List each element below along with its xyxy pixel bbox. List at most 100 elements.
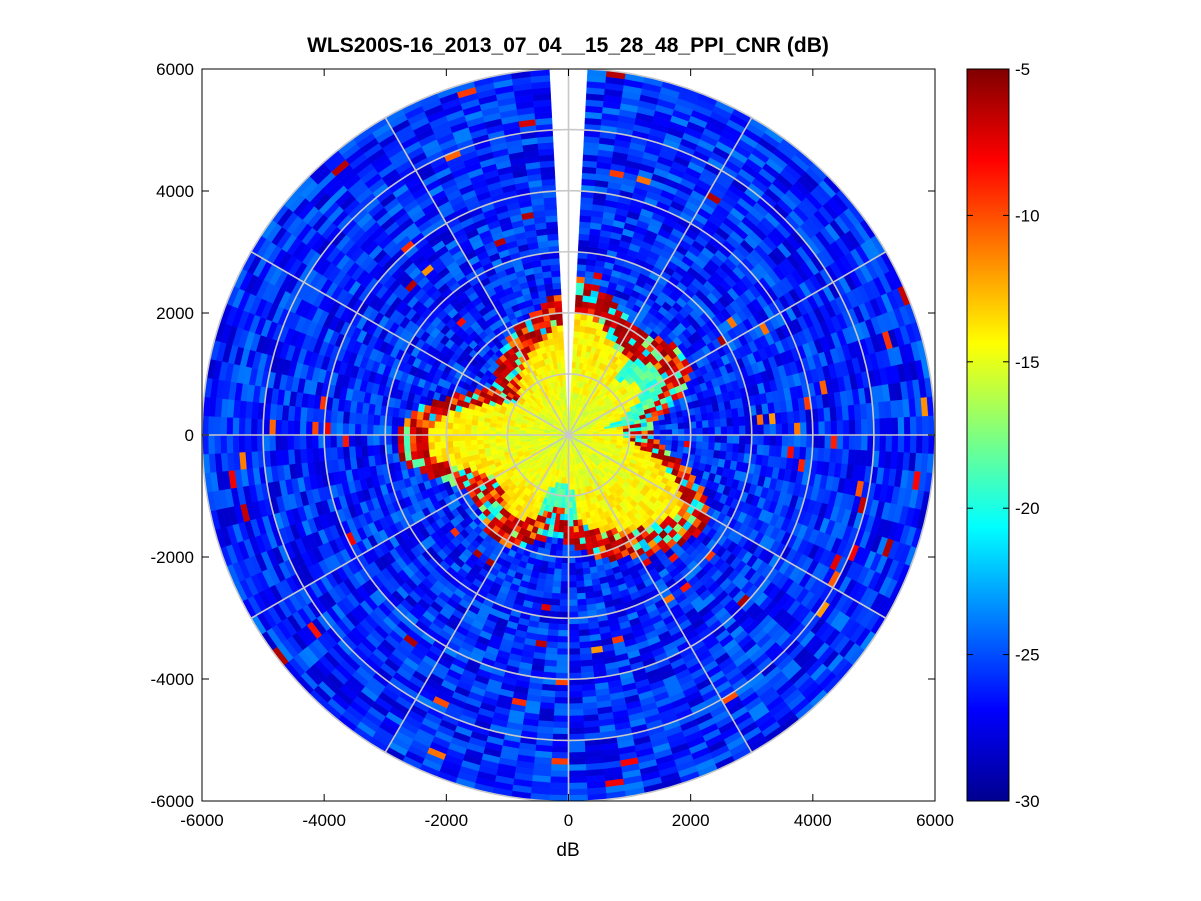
- radar-cell: [581, 561, 590, 569]
- radar-cell: [830, 420, 838, 436]
- radar-cells: [202, 69, 935, 801]
- radar-cell: [554, 697, 569, 704]
- radar-cell: [861, 419, 869, 436]
- radar-cell: [696, 427, 704, 436]
- radar-cell: [562, 532, 569, 540]
- radar-cell: [684, 428, 691, 436]
- radar-cell: [678, 428, 685, 436]
- radar-cell: [922, 415, 930, 436]
- radar-cell: [830, 434, 838, 450]
- radar-cell: [707, 411, 715, 421]
- radar-cell: [799, 409, 807, 424]
- radar-cell: [575, 580, 585, 588]
- radar-cell: [653, 425, 661, 431]
- radar-cell: [720, 442, 728, 452]
- radar-cell: [578, 531, 585, 539]
- radar-cell: [546, 635, 559, 643]
- radar-cell: [560, 581, 569, 588]
- radar-cell: [573, 337, 579, 345]
- radar-cell: [552, 580, 562, 588]
- radar-cell: [556, 538, 564, 546]
- radar-cell: [786, 446, 795, 459]
- radar-cell: [701, 441, 710, 450]
- radar-cell: [579, 209, 593, 217]
- chart-title: WLS200S-16_2013_07_04__15_28_48_PPI_CNR …: [307, 34, 829, 57]
- radar-cell: [702, 434, 710, 443]
- radar-cell: [549, 782, 569, 790]
- radar-cell: [676, 416, 685, 424]
- radar-cell: [762, 413, 771, 425]
- plot-area: [202, 69, 935, 801]
- radar-cell: [550, 598, 561, 607]
- radar-cell: [572, 507, 578, 515]
- radar-cell: [658, 419, 666, 426]
- radar-cell: [573, 531, 580, 539]
- radar-cell: [551, 592, 561, 600]
- radar-cell: [726, 443, 734, 453]
- radar-cell: [575, 282, 585, 290]
- radar-cell: [568, 751, 586, 759]
- radar-cell: [575, 300, 583, 308]
- radar-cell: [577, 257, 588, 266]
- radar-cell: [572, 343, 579, 351]
- radar-cell: [665, 423, 673, 431]
- radar-cell: [676, 446, 685, 454]
- radar-cell: [836, 434, 844, 450]
- radar-cell: [684, 434, 691, 442]
- radar-cell: [732, 434, 740, 445]
- radar-cell: [768, 445, 777, 457]
- radar-cell: [897, 434, 905, 453]
- radar-cell: [574, 318, 581, 326]
- radar-cell: [701, 448, 709, 458]
- radar-cell: [575, 294, 584, 302]
- radar-cell: [787, 434, 795, 448]
- radar-cell: [665, 434, 673, 441]
- radar-cell: [720, 434, 728, 444]
- radar-cell: [694, 448, 703, 457]
- radar-cell: [763, 424, 771, 436]
- radar-cell: [568, 532, 575, 540]
- radar-cell: [576, 270, 586, 278]
- radar-cell: [670, 417, 679, 425]
- radar-cell: [572, 513, 578, 521]
- radar-cell: [646, 421, 654, 427]
- radar-cell: [546, 567, 555, 575]
- radar-cell: [568, 587, 578, 595]
- radar-cell: [556, 660, 569, 668]
- radar-cell: [568, 605, 578, 613]
- radar-cell: [800, 434, 807, 448]
- radar-cell: [756, 444, 764, 456]
- radar-cell: [568, 770, 587, 778]
- radar-cell: [836, 420, 844, 436]
- radar-cell: [885, 434, 893, 453]
- radar-cell: [616, 429, 624, 433]
- radar-cell: [665, 439, 673, 447]
- radar-cell: [582, 573, 592, 582]
- radar-cell: [556, 648, 569, 656]
- radar-cell: [568, 568, 577, 576]
- radar-cell: [580, 665, 594, 674]
- radar-cell: [726, 434, 734, 444]
- radar-cell: [576, 513, 583, 521]
- radar-cell: [854, 419, 862, 436]
- radar-cell: [580, 659, 593, 668]
- radar-cell: [922, 434, 930, 455]
- radar-cell: [554, 690, 569, 698]
- radar-cell: [568, 745, 586, 753]
- radar-cell: [568, 593, 578, 601]
- radar-cell: [568, 727, 585, 735]
- radar-cell: [568, 690, 583, 698]
- radar-cell: [558, 623, 569, 631]
- radar-cell: [568, 538, 575, 546]
- radar-cell: [576, 586, 586, 594]
- radar-cell: [879, 418, 887, 436]
- radar-cell: [552, 574, 562, 582]
- radar-cell: [714, 418, 722, 428]
- radar-cell: [568, 599, 578, 607]
- radar-cell: [739, 434, 746, 445]
- radar-cell: [551, 751, 569, 759]
- radar-cell: [671, 440, 679, 447]
- radar-cell: [568, 666, 582, 674]
- radar-cell: [903, 416, 911, 436]
- radar-cell: [677, 422, 685, 430]
